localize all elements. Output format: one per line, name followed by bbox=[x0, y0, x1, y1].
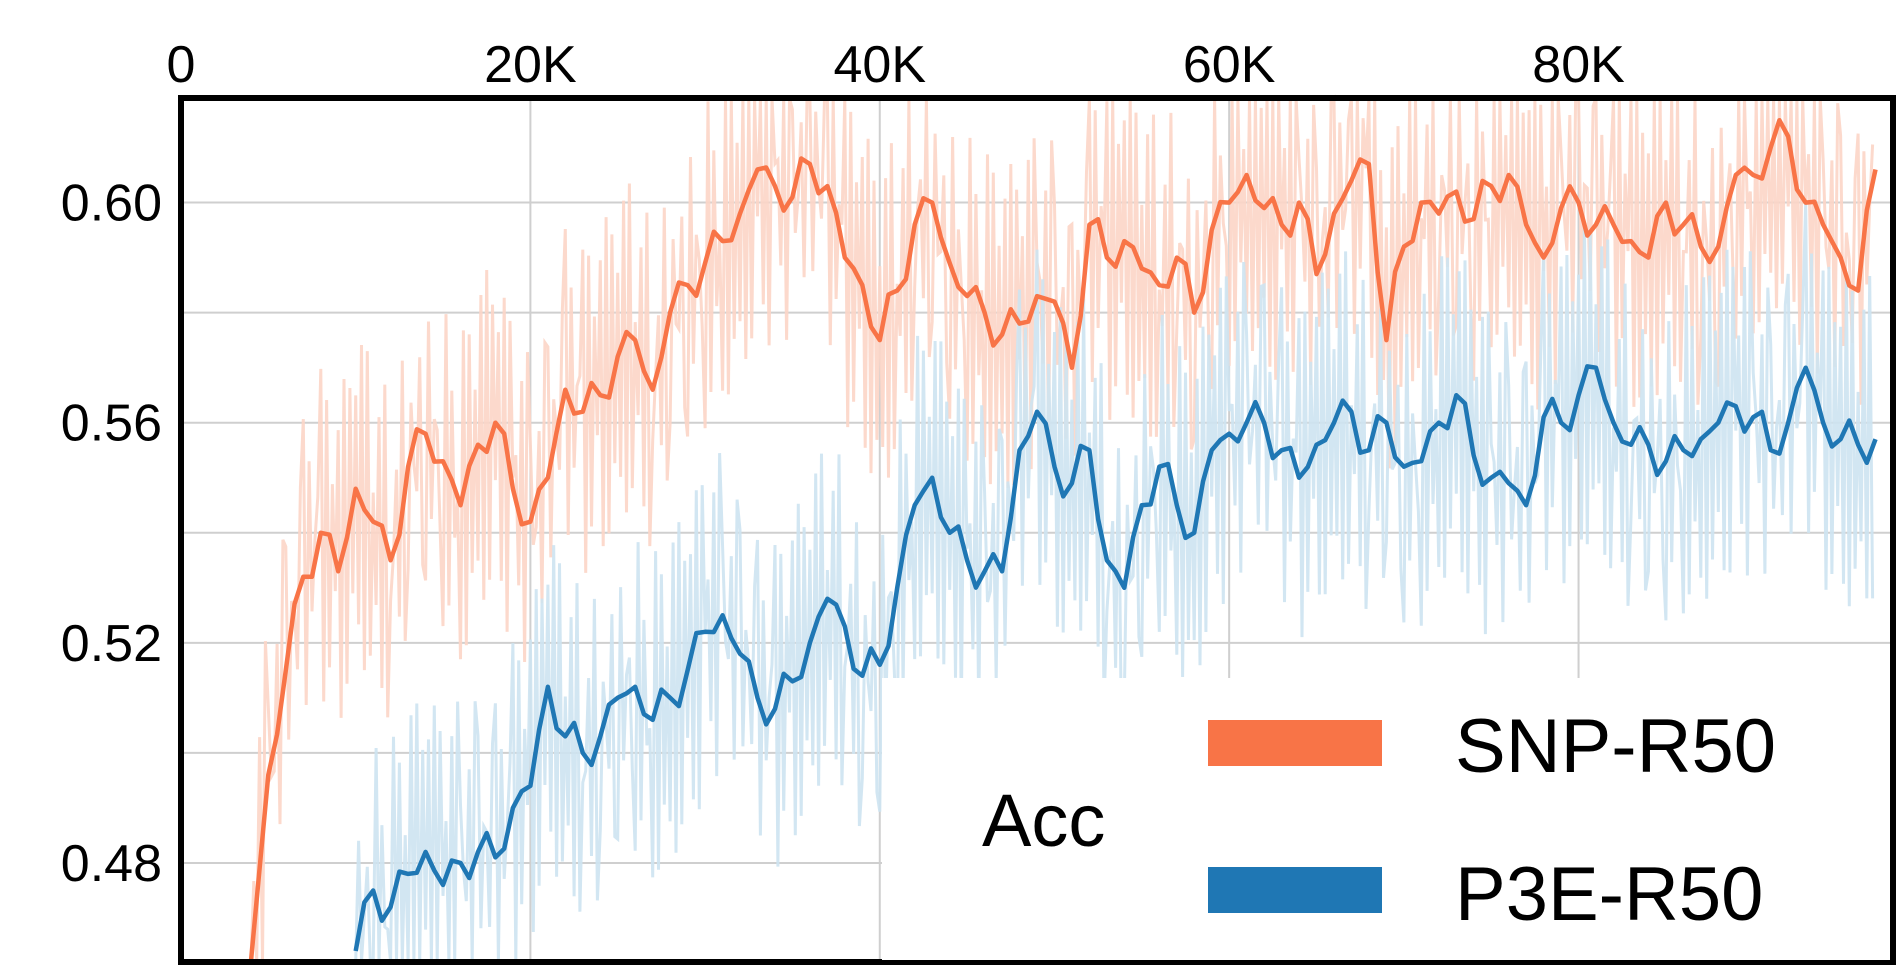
legend-box bbox=[882, 678, 1890, 960]
y-tick-labels: 0.48 0.52 0.56 0.60 bbox=[61, 175, 162, 893]
legend-label-p3e-r50: P3E-R50 bbox=[1455, 852, 1763, 937]
legend-title: Acc bbox=[982, 779, 1105, 862]
y-tick-label: 0.52 bbox=[61, 615, 162, 673]
legend-swatch-p3e-r50 bbox=[1208, 867, 1382, 913]
y-tick-label: 0.60 bbox=[61, 175, 162, 233]
series-line-p3e-r50 bbox=[353, 364, 1878, 952]
smoothed-series-layer bbox=[248, 117, 1878, 963]
x-tick-label: 80K bbox=[1532, 36, 1625, 94]
plot-frame bbox=[178, 95, 1896, 965]
raw-line-p3e-r50 bbox=[354, 202, 1875, 964]
raw-series-layer bbox=[249, 94, 1875, 964]
legend-label-snp-r50: SNP-R50 bbox=[1455, 704, 1776, 789]
x-tick-labels: 0 20K 40K 60K 80K bbox=[167, 36, 1626, 94]
x-tick-label: 40K bbox=[834, 36, 927, 94]
raw-line-snp-r50 bbox=[249, 94, 1875, 963]
legend: Acc SNP-R50 P3E-R50 bbox=[882, 678, 1890, 960]
legend-swatch-snp-r50 bbox=[1208, 720, 1382, 766]
x-tick-label: 0 bbox=[167, 36, 196, 94]
series-line-snp-r50 bbox=[248, 117, 1878, 963]
y-tick-label: 0.48 bbox=[61, 835, 162, 893]
x-tick-label: 20K bbox=[484, 36, 577, 94]
y-tick-label: 0.56 bbox=[61, 395, 162, 453]
x-tick-label: 60K bbox=[1183, 36, 1276, 94]
